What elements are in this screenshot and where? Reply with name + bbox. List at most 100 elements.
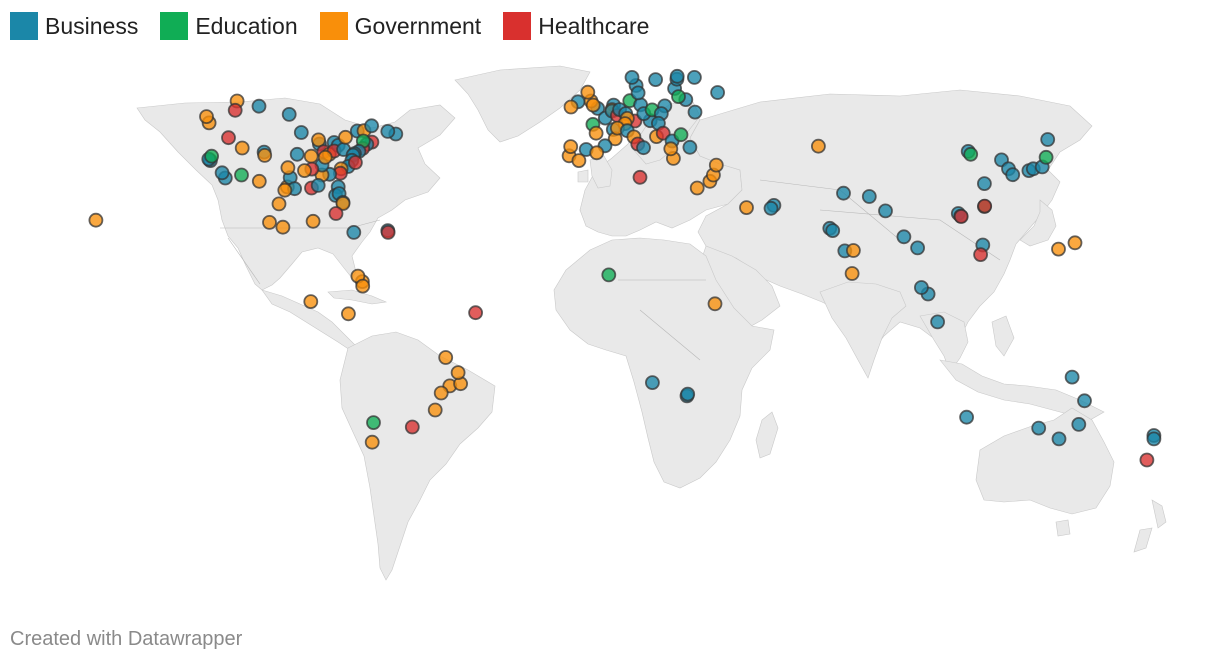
marker-government[interactable]	[271, 196, 287, 212]
marker-government[interactable]	[427, 402, 443, 418]
marker-business[interactable]	[710, 85, 725, 100]
marker-government[interactable]	[433, 385, 449, 401]
marker-government[interactable]	[739, 200, 754, 216]
marker-government[interactable]	[438, 350, 454, 365]
marker-business[interactable]	[836, 185, 851, 201]
marker-business[interactable]	[289, 146, 305, 162]
marker-education[interactable]	[204, 148, 220, 164]
marker-government[interactable]	[588, 125, 604, 141]
marker-healthcare[interactable]	[973, 247, 988, 263]
marker-business[interactable]	[310, 178, 326, 193]
marker-government[interactable]	[585, 97, 601, 113]
marker-healthcare[interactable]	[953, 209, 969, 224]
marker-healthcare[interactable]	[221, 130, 236, 146]
marker-government[interactable]	[303, 148, 319, 164]
marker-business[interactable]	[763, 200, 779, 216]
marker-government[interactable]	[1051, 241, 1066, 257]
marker-government[interactable]	[317, 149, 333, 165]
marker-business[interactable]	[1146, 431, 1162, 447]
marker-government[interactable]	[846, 243, 861, 258]
marker-business[interactable]	[624, 69, 640, 85]
marker-education[interactable]	[673, 127, 689, 143]
marker-government[interactable]	[811, 138, 826, 154]
marker-business[interactable]	[1051, 431, 1067, 447]
marker-healthcare[interactable]	[347, 155, 363, 170]
marker-business[interactable]	[1040, 132, 1056, 147]
marker-business[interactable]	[251, 98, 267, 114]
marker-government[interactable]	[335, 196, 351, 211]
marker-government[interactable]	[257, 148, 273, 163]
marker-healthcare[interactable]	[227, 102, 243, 118]
marker-government[interactable]	[262, 214, 277, 230]
marker-government[interactable]	[305, 213, 321, 229]
marker-business[interactable]	[682, 139, 698, 155]
marker-business[interactable]	[687, 69, 702, 85]
marker-business[interactable]	[214, 165, 230, 181]
marker-government[interactable]	[355, 278, 371, 294]
marker-education[interactable]	[963, 146, 979, 162]
marker-government[interactable]	[251, 173, 267, 189]
marker-education[interactable]	[601, 267, 617, 283]
marker-business[interactable]	[648, 72, 663, 88]
marker-government[interactable]	[280, 160, 296, 176]
marker-business[interactable]	[293, 125, 309, 140]
marker-government[interactable]	[663, 141, 679, 157]
marker-business[interactable]	[861, 189, 877, 204]
marker-business[interactable]	[346, 224, 362, 240]
marker-business[interactable]	[825, 223, 841, 239]
marker-business[interactable]	[1077, 393, 1092, 409]
marker-business[interactable]	[1064, 369, 1080, 385]
marker-business[interactable]	[878, 203, 893, 219]
marker-business[interactable]	[977, 176, 992, 191]
marker-government[interactable]	[234, 140, 250, 156]
marker-government[interactable]	[450, 365, 466, 381]
marker-government[interactable]	[340, 306, 356, 322]
marker-business[interactable]	[896, 229, 912, 245]
marker-education[interactable]	[671, 89, 686, 104]
marker-government[interactable]	[689, 180, 705, 196]
marker-business[interactable]	[380, 124, 396, 139]
marker-healthcare[interactable]	[380, 224, 396, 240]
marker-healthcare[interactable]	[328, 206, 344, 221]
marker-education[interactable]	[234, 167, 249, 183]
marker-business[interactable]	[645, 375, 660, 391]
marker-education[interactable]	[1038, 149, 1054, 165]
marker-business[interactable]	[914, 280, 929, 295]
marker-business[interactable]	[959, 409, 974, 425]
marker-government[interactable]	[563, 139, 579, 154]
marker-business[interactable]	[636, 140, 651, 156]
marker-business[interactable]	[669, 68, 685, 84]
marker-healthcare[interactable]	[1139, 452, 1155, 468]
marker-business[interactable]	[630, 85, 646, 101]
marker-government[interactable]	[589, 145, 605, 161]
marker-government[interactable]	[303, 294, 319, 310]
marker-government[interactable]	[708, 157, 724, 173]
marker-business[interactable]	[1031, 420, 1047, 436]
marker-business[interactable]	[680, 386, 696, 402]
marker-government[interactable]	[88, 212, 104, 228]
legend-item-healthcare[interactable]: Healthcare	[503, 12, 649, 40]
marker-business[interactable]	[930, 314, 945, 330]
marker-healthcare[interactable]	[632, 169, 648, 185]
marker-healthcare[interactable]	[468, 305, 484, 321]
legend-item-government[interactable]: Government	[319, 12, 481, 40]
marker-business[interactable]	[364, 118, 380, 134]
marker-government[interactable]	[364, 434, 380, 450]
marker-government[interactable]	[297, 163, 312, 178]
marker-government[interactable]	[311, 132, 326, 148]
marker-government[interactable]	[1067, 235, 1083, 251]
marker-government[interactable]	[844, 266, 860, 281]
marker-business[interactable]	[281, 107, 297, 122]
marker-healthcare[interactable]	[977, 198, 993, 214]
marker-government[interactable]	[563, 99, 579, 115]
marker-government[interactable]	[707, 296, 723, 312]
marker-business[interactable]	[687, 104, 703, 120]
marker-business[interactable]	[1071, 416, 1087, 432]
marker-government[interactable]	[338, 129, 353, 145]
marker-government[interactable]	[580, 84, 596, 100]
marker-government[interactable]	[199, 109, 214, 124]
marker-government[interactable]	[571, 153, 587, 168]
marker-government[interactable]	[277, 182, 293, 198]
legend-item-education[interactable]: Education	[160, 12, 298, 40]
legend-item-business[interactable]: Business	[10, 12, 138, 40]
